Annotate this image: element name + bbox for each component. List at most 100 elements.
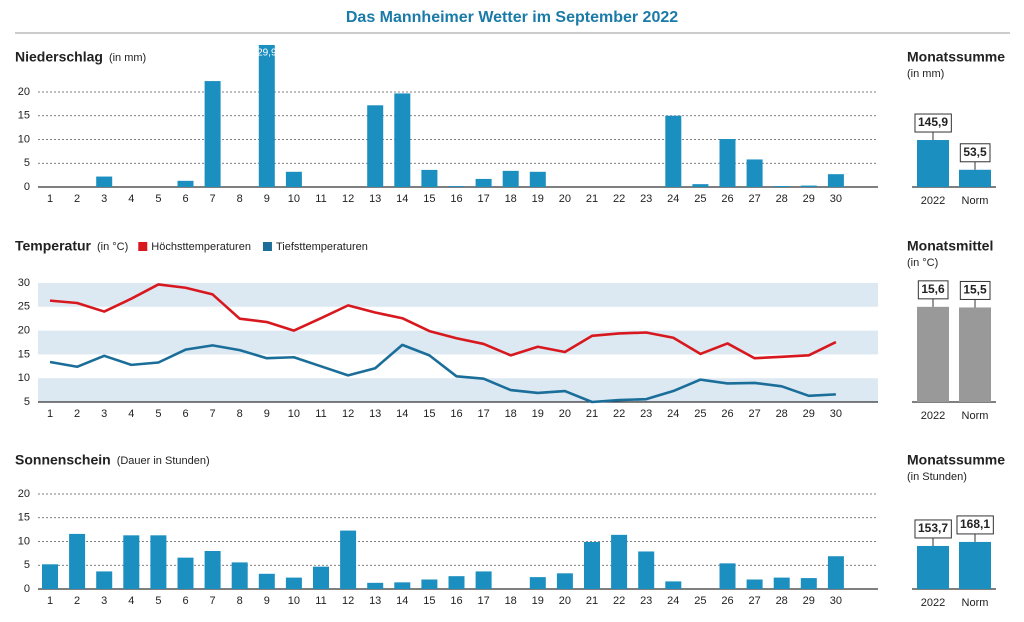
x-tick-label: 14 — [396, 408, 408, 420]
x-tick-label: 21 — [586, 408, 598, 420]
x-tick-label: 1 — [47, 193, 53, 205]
chart-subtitle: (in mm) — [907, 68, 944, 80]
x-tick-label: 11 — [315, 595, 326, 607]
legend-swatch — [262, 242, 272, 251]
bar — [394, 582, 411, 589]
bar — [340, 530, 357, 589]
bar — [502, 170, 519, 187]
y-tick-label: 15 — [18, 110, 30, 122]
bar — [204, 551, 221, 589]
x-tick-label: 12 — [342, 595, 354, 607]
y-tick-label: 20 — [18, 86, 30, 98]
bar — [96, 571, 113, 589]
bar — [258, 573, 275, 589]
bar — [69, 533, 86, 589]
bar — [917, 545, 949, 589]
bar — [475, 571, 492, 589]
x-tick-label: 2022 — [921, 597, 945, 609]
bar — [719, 139, 736, 187]
x-tick-label: 27 — [748, 595, 760, 607]
x-tick-label: 9 — [264, 193, 270, 205]
x-tick-label: 14 — [396, 193, 408, 205]
x-tick-label: 29 — [803, 193, 815, 205]
y-tick-label: 10 — [18, 535, 30, 547]
x-tick-label: 24 — [667, 193, 679, 205]
bar — [285, 577, 302, 589]
x-tick-label: 15 — [423, 193, 435, 205]
bar — [827, 174, 844, 187]
x-tick-label: 22 — [613, 408, 625, 420]
x-tick-label: 5 — [155, 408, 161, 420]
chart-subtitle: (in mm) — [109, 52, 146, 64]
x-tick-label: 5 — [155, 193, 161, 205]
y-tick-label: 5 — [24, 559, 30, 571]
bar — [448, 186, 465, 187]
x-tick-label: 20 — [559, 408, 571, 420]
x-tick-label: 25 — [694, 408, 706, 420]
bar — [665, 581, 682, 589]
x-tick-label: 20 — [559, 595, 571, 607]
chart-title: Monatsmittel — [907, 238, 993, 254]
x-tick-label: 9 — [264, 595, 270, 607]
x-tick-label: 15 — [423, 408, 435, 420]
x-tick-label: 19 — [532, 408, 544, 420]
x-tick-label: 20 — [559, 193, 571, 205]
grid-band — [38, 330, 878, 355]
bar — [231, 562, 248, 589]
x-tick-label: 16 — [450, 408, 462, 420]
chart-subtitle: (in °C) — [97, 241, 128, 253]
y-tick-label: 0 — [24, 181, 30, 193]
bar — [800, 578, 817, 589]
label-box — [917, 280, 949, 300]
x-tick-label: 19 — [532, 193, 544, 205]
x-tick-label: 30 — [830, 595, 842, 607]
x-tick-label: Norm — [962, 597, 989, 609]
bar — [827, 556, 844, 589]
bar — [773, 186, 790, 187]
bar — [123, 535, 140, 589]
bar — [959, 541, 991, 589]
bar — [394, 93, 411, 187]
x-tick-label: 30 — [830, 193, 842, 205]
data-label: 53,5 — [963, 145, 987, 159]
bar — [475, 178, 492, 187]
bar — [638, 551, 655, 589]
bar — [800, 185, 817, 187]
x-tick-label: 24 — [667, 595, 679, 607]
x-tick-label: 22 — [613, 595, 625, 607]
y-tick-label: 20 — [18, 488, 30, 500]
bar — [367, 582, 384, 589]
label-box — [959, 280, 991, 300]
x-tick-label: 10 — [288, 595, 300, 607]
x-tick-label: 22 — [613, 193, 625, 205]
y-tick-label: 30 — [18, 277, 30, 289]
x-tick-label: 10 — [288, 408, 300, 420]
bar — [150, 535, 167, 589]
label-box — [959, 143, 991, 163]
y-tick-label: 25 — [18, 301, 30, 313]
x-tick-label: 17 — [477, 595, 489, 607]
bar — [917, 306, 949, 402]
x-tick-label: 3 — [101, 595, 107, 607]
x-tick-label: Norm — [962, 410, 989, 422]
y-tick-label: 5 — [24, 157, 30, 169]
y-tick-label: 15 — [18, 512, 30, 524]
legend-label: Tiefsttemperaturen — [276, 241, 368, 253]
x-tick-label: 7 — [210, 595, 216, 607]
bar — [42, 564, 58, 589]
x-tick-label: 29 — [803, 408, 815, 420]
y-tick-label: 10 — [18, 372, 30, 384]
x-tick-label: 6 — [182, 595, 188, 607]
x-tick-label: 4 — [128, 595, 134, 607]
x-tick-label: 28 — [776, 408, 788, 420]
bar — [529, 577, 546, 589]
data-label: 153,7 — [918, 521, 948, 535]
y-tick-label: 5 — [24, 396, 30, 408]
bar — [773, 577, 790, 589]
x-tick-label: 29 — [803, 595, 815, 607]
bar — [611, 534, 628, 589]
bar — [959, 307, 991, 402]
bar — [448, 576, 465, 589]
x-tick-label: 30 — [830, 408, 842, 420]
chart-subtitle: (in Stunden) — [907, 471, 967, 483]
